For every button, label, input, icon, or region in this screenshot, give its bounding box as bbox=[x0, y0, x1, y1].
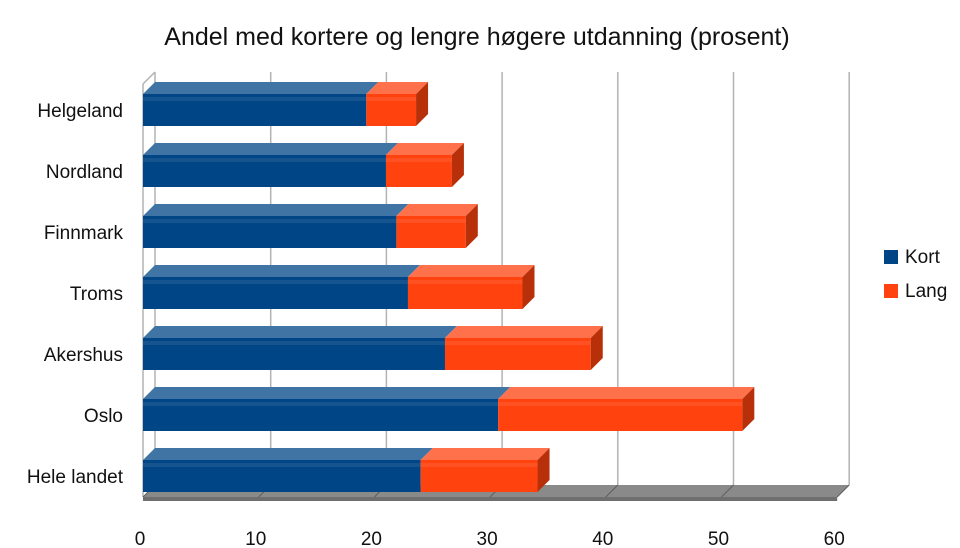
x-tick-label: 50 bbox=[708, 529, 729, 548]
bar-top-face bbox=[143, 387, 511, 399]
category-label: Hele landet bbox=[27, 467, 124, 488]
bar-highlight bbox=[366, 97, 417, 101]
bar-top-face bbox=[420, 448, 550, 460]
category-label: Akershus bbox=[44, 345, 123, 366]
bar-top-face bbox=[143, 143, 398, 155]
floor-tick bbox=[836, 484, 850, 498]
bar-kort-oslo bbox=[143, 387, 511, 431]
bar-highlight bbox=[143, 280, 408, 284]
bar-top-face bbox=[385, 143, 464, 155]
bar-highlight bbox=[498, 402, 743, 406]
bar-side-face bbox=[465, 204, 478, 248]
bar-kort-finnmark bbox=[143, 204, 409, 248]
bar-kort-akershus bbox=[143, 326, 457, 370]
bar-highlight bbox=[143, 341, 445, 345]
legend-swatch-lang bbox=[884, 284, 898, 298]
bar-lang-hele-landet bbox=[420, 448, 550, 492]
bar-kort-nordland bbox=[143, 143, 398, 187]
x-tick-label: 10 bbox=[245, 529, 266, 548]
bar-highlight bbox=[407, 280, 523, 284]
legend-label-lang: Lang bbox=[905, 281, 947, 302]
x-tick-label: 20 bbox=[361, 529, 382, 548]
bar-kort-hele-landet bbox=[143, 448, 433, 492]
legend-label-kort: Kort bbox=[905, 247, 941, 268]
bar-highlight bbox=[143, 97, 367, 101]
category-label: Oslo bbox=[84, 406, 123, 427]
bar-lang-helgeland bbox=[366, 82, 429, 126]
chart-title: Andel med kortere og lengre høgere utdan… bbox=[164, 23, 789, 51]
bar-side-face bbox=[451, 143, 464, 187]
x-tick-label: 30 bbox=[477, 529, 498, 548]
bar-lang-troms bbox=[407, 265, 535, 309]
bar-top-face bbox=[143, 326, 457, 338]
bar-side-face bbox=[742, 387, 755, 431]
category-label: Finnmark bbox=[44, 223, 124, 244]
bar-top-face bbox=[407, 265, 535, 277]
chart-floor-front bbox=[143, 497, 838, 501]
bar-highlight bbox=[444, 341, 591, 345]
bar-kort-troms bbox=[143, 265, 420, 309]
category-label: Nordland bbox=[46, 162, 123, 183]
bar-lang-oslo bbox=[498, 387, 755, 431]
bar-lang-akershus bbox=[444, 326, 603, 370]
bar-highlight bbox=[420, 463, 538, 467]
bar-top-face bbox=[444, 326, 603, 338]
bar-lang-nordland bbox=[385, 143, 464, 187]
bar-top-face bbox=[366, 82, 429, 94]
legend: Kort Lang bbox=[884, 247, 947, 302]
bar-highlight bbox=[143, 463, 421, 467]
bar-side-face bbox=[522, 265, 535, 309]
bars-layer bbox=[143, 82, 755, 492]
bar-side-face bbox=[537, 448, 550, 492]
bar-side-face bbox=[416, 82, 429, 126]
x-tick-label: 60 bbox=[824, 529, 845, 548]
bar-top-face bbox=[396, 204, 478, 216]
bar-lang-finnmark bbox=[396, 204, 478, 248]
category-label: Troms bbox=[70, 284, 123, 305]
x-tick-label: 0 bbox=[135, 529, 146, 548]
category-labels: Helgeland Nordland Finnmark Troms Akershus Os… bbox=[27, 101, 124, 488]
bar-highlight bbox=[396, 219, 466, 223]
x-tick-labels: 0 10 20 30 40 50 60 bbox=[135, 529, 845, 548]
bar-highlight bbox=[143, 219, 397, 223]
legend-swatch-kort bbox=[884, 250, 898, 264]
x-tick-label: 40 bbox=[592, 529, 613, 548]
floor-tick bbox=[605, 484, 619, 498]
bar-kort-helgeland bbox=[143, 82, 379, 126]
bar-highlight bbox=[143, 402, 499, 406]
bar-side-face bbox=[590, 326, 603, 370]
bar-top-face bbox=[498, 387, 755, 399]
bar-top-face bbox=[143, 82, 379, 94]
bar-highlight bbox=[385, 158, 452, 162]
left-wall-top-edge bbox=[142, 71, 156, 85]
bar-top-face bbox=[143, 204, 409, 216]
category-label: Helgeland bbox=[37, 101, 123, 122]
floor-tick bbox=[721, 484, 734, 498]
bar-highlight bbox=[143, 158, 386, 162]
bar-top-face bbox=[143, 448, 433, 460]
bar-top-face bbox=[143, 265, 420, 277]
